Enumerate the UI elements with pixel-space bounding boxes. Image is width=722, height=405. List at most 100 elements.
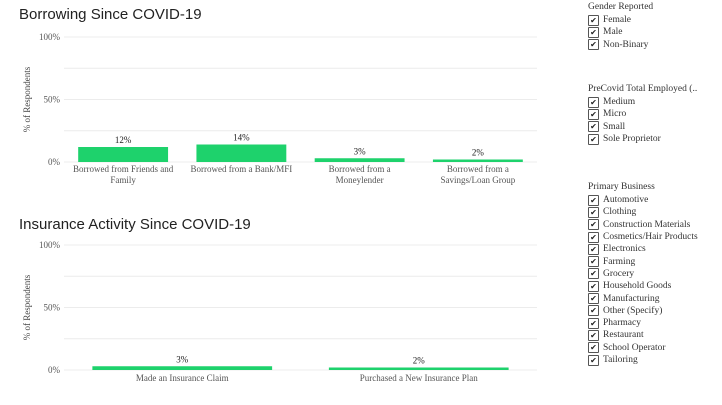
data-label: 3%: [354, 146, 367, 156]
filter-option-label: Electronics: [603, 244, 646, 255]
category-label: Borrowed from a: [447, 164, 509, 174]
filter-option[interactable]: ✔ Pharmacy: [588, 317, 698, 329]
filter-option[interactable]: ✔ Cosmetics/Hair Products: [588, 231, 698, 243]
filter-employed-title: PreCovid Total Employed (..: [588, 84, 698, 94]
filter-option[interactable]: ✔ Other (Specify): [588, 305, 698, 317]
filter-option[interactable]: ✔ Female: [588, 14, 653, 26]
filter-option[interactable]: ✔ Tailoring: [588, 354, 698, 366]
filter-option-label: Household Goods: [603, 281, 672, 292]
filter-option[interactable]: ✔ Clothing: [588, 206, 698, 218]
filter-option-label: Cosmetics/Hair Products: [603, 232, 698, 243]
data-label: 12%: [115, 135, 132, 145]
category-label: Purchased a New Insurance Plan: [360, 373, 478, 383]
bar: [314, 158, 405, 162]
insurance-chart-title: Insurance Activity Since COVID-19: [19, 216, 251, 233]
y-tick-label: 0%: [48, 157, 61, 167]
category-label: Family: [110, 175, 136, 185]
filter-option[interactable]: ✔ Micro: [588, 108, 697, 120]
filter-option[interactable]: ✔ Construction Materials: [588, 219, 698, 231]
category-label: Borrowed from a Bank/MFI: [191, 164, 293, 174]
category-label: Made an Insurance Claim: [136, 373, 229, 383]
filter-option[interactable]: ✔ Non-Binary: [588, 39, 653, 51]
filter-option-label: Non-Binary: [603, 39, 649, 50]
filter-option-label: Tailoring: [603, 355, 638, 365]
filter-option-label: Manufacturing: [603, 293, 660, 304]
category-label: Moneylender: [336, 175, 384, 185]
borrowing-chart: 100% 50% 0% % of Respondents 12% Borrowed fro…: [22, 32, 537, 185]
data-label: 2%: [413, 356, 426, 366]
filter-option-label: School Operator: [603, 342, 666, 353]
filter-employed: PreCovid Total Employed (.. ✔ Medium ✔ Micr…: [588, 84, 697, 145]
filter-option[interactable]: ✔ Household Goods: [588, 280, 698, 292]
category-label: Borrowed from a: [329, 164, 391, 174]
borrowing-chart-title: Borrowing Since COVID-19: [19, 6, 202, 23]
checkbox-checked-icon[interactable]: ✔: [588, 256, 599, 268]
checkbox-checked-icon[interactable]: ✔: [588, 354, 599, 366]
filter-option-label: Grocery: [603, 268, 635, 279]
category-label: Borrowed from Friends and: [73, 164, 174, 174]
filter-option[interactable]: ✔ Small: [588, 121, 697, 133]
bar: [328, 367, 509, 370]
filter-option-label: Male: [603, 27, 623, 38]
y-tick-label: 0%: [48, 365, 61, 375]
checkbox-checked-icon[interactable]: ✔: [588, 96, 599, 108]
filter-option-label: Other (Specify): [603, 305, 663, 316]
checkbox-checked-icon[interactable]: ✔: [588, 280, 599, 292]
checkbox-checked-icon[interactable]: ✔: [588, 133, 599, 145]
checkbox-checked-icon[interactable]: ✔: [588, 206, 599, 218]
category-label: Savings/Loan Group: [441, 175, 516, 185]
filter-option[interactable]: ✔ Farming: [588, 255, 698, 268]
filter-option-label: Construction Materials: [603, 219, 691, 230]
filter-option-label: Small: [603, 121, 626, 132]
filter-option-label: Female: [603, 15, 631, 26]
checkbox-checked-icon[interactable]: ✔: [588, 14, 599, 26]
checkbox-checked-icon[interactable]: ✔: [588, 268, 599, 280]
checkbox-checked-icon[interactable]: ✔: [588, 39, 599, 51]
filter-option-label: Micro: [603, 109, 627, 120]
checkbox-checked-icon[interactable]: ✔: [588, 293, 599, 305]
checkbox-checked-icon[interactable]: ✔: [588, 121, 599, 133]
filter-option[interactable]: ✔ Grocery: [588, 268, 698, 280]
y-tick-label: 100%: [39, 240, 61, 250]
filter-gender: Gender Reported ✔ Female ✔ Male ✔ Non-Binary: [588, 2, 653, 51]
filter-option-label: Pharmacy: [603, 318, 641, 329]
checkbox-checked-icon[interactable]: ✔: [588, 26, 599, 38]
filter-option[interactable]: ✔ Sole Proprietor: [588, 133, 697, 145]
filter-option[interactable]: ✔ Male: [588, 26, 653, 38]
checkbox-checked-icon[interactable]: ✔: [588, 317, 599, 329]
filter-business: Primary Business ✔ Automotive ✔ Clothing ✔ Co…: [588, 182, 698, 366]
filter-gender-title: Gender Reported: [588, 2, 654, 12]
bar: [78, 147, 169, 162]
bar: [432, 159, 523, 162]
filter-option[interactable]: ✔ Medium: [588, 96, 697, 108]
y-tick-label: 50%: [44, 95, 61, 105]
checkbox-checked-icon[interactable]: ✔: [588, 194, 599, 206]
checkbox-checked-icon[interactable]: ✔: [588, 243, 599, 255]
filter-option-label: Medium: [603, 97, 636, 108]
filter-option-label: Farming: [603, 256, 636, 267]
checkbox-checked-icon[interactable]: ✔: [588, 329, 599, 341]
filter-option-label: Automotive: [603, 195, 649, 206]
filter-option[interactable]: ✔ Electronics: [588, 243, 698, 255]
checkbox-checked-icon[interactable]: ✔: [588, 305, 599, 317]
filter-option-label: Sole Proprietor: [603, 134, 661, 145]
data-label: 3%: [176, 354, 189, 364]
checkbox-checked-icon[interactable]: ✔: [588, 219, 599, 231]
data-label: 14%: [233, 133, 250, 143]
filter-business-title: Primary Business: [588, 182, 655, 192]
y-axis-label: % of Respondents: [22, 66, 32, 132]
y-tick-label: 100%: [39, 32, 61, 42]
insurance-chart: 100% 50% 0% % of Respondents 3% Made an Insur…: [22, 240, 537, 383]
checkbox-checked-icon[interactable]: ✔: [588, 342, 599, 354]
bar: [196, 144, 287, 162]
filter-option[interactable]: ✔ Manufacturing: [588, 292, 698, 305]
filter-option[interactable]: ✔ Automotive: [588, 194, 698, 206]
y-axis-label: % of Respondents: [22, 274, 32, 340]
checkbox-checked-icon[interactable]: ✔: [588, 108, 599, 120]
filter-option-label: Clothing: [603, 207, 637, 218]
checkbox-checked-icon[interactable]: ✔: [588, 231, 599, 243]
data-label: 2%: [472, 148, 485, 158]
filter-option[interactable]: ✔ Restaurant: [588, 329, 698, 341]
y-tick-label: 50%: [44, 303, 61, 313]
filter-option[interactable]: ✔ School Operator: [588, 342, 698, 354]
